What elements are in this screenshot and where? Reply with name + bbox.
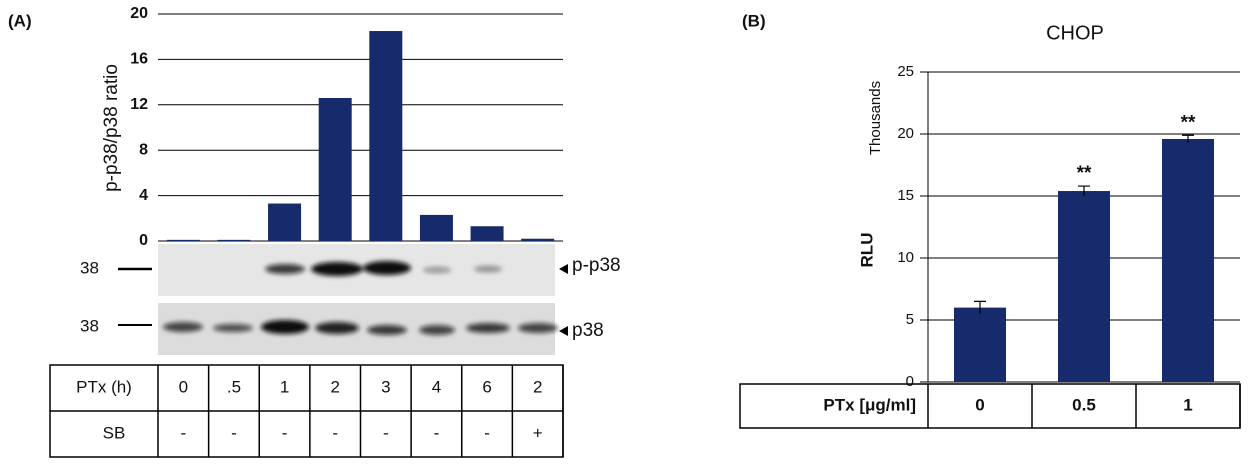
x-tick-label: 1 [1183,395,1192,414]
cell: - [383,423,389,442]
bar [268,204,301,241]
row-header: PTx (h) [76,377,132,396]
cell: - [231,423,237,442]
significance-label: ** [1181,112,1196,133]
cell: - [484,423,490,442]
x-tick-label: 2 [330,377,339,396]
table-border [740,384,1240,428]
bar [1162,139,1214,382]
y-tick-label: 4 [139,187,148,204]
y-axis-label: RLU [857,233,876,268]
y-tick-label: 25 [897,63,914,80]
significance-label: ** [1077,163,1092,184]
y-tick-label: 0 [139,232,148,249]
bar [1058,191,1110,382]
x-tick-label: 2 [533,377,542,396]
y-tick-label: 10 [897,249,914,266]
panel-label: (A) [8,11,32,30]
figure: 38 38 p-p38 p38 (A) (B) CHOP p-p38/p38 r… [0,0,1258,459]
cell: - [282,423,288,442]
blot-label: p-p38 [572,255,621,276]
row-header: SB [103,423,126,442]
panel-label: (B) [742,11,766,30]
y-axis-label: p-p38/p38 ratio [101,64,122,192]
blot-label: p38 [572,320,604,341]
x-tick-label: .5 [227,377,241,396]
x-tick-label: 1 [280,377,289,396]
y-tick-label: 20 [897,125,914,142]
arrowhead [559,264,568,274]
y-tick-label: 16 [130,51,148,68]
chart-title: CHOP [1046,22,1104,44]
row-header: PTx [μg/ml] [823,395,916,414]
x-tick-label: 0 [179,377,188,396]
x-tick-label: 0.5 [1072,395,1096,414]
y-tick-label: 8 [139,141,148,158]
bar [954,308,1006,382]
y-tick-label: 0 [906,373,914,390]
y-tick-label: 20 [130,5,148,22]
cell: - [434,423,440,442]
cell: - [180,423,186,442]
unit-label: Thousands [867,81,884,155]
blot-marker: 38 [80,316,99,335]
bar [471,226,504,241]
bar [521,239,554,241]
cell: - [332,423,338,442]
x-tick-label: 0 [975,395,984,414]
bar [167,240,200,241]
blot-marker: 38 [80,258,99,277]
y-tick-label: 5 [906,311,914,328]
arrowhead [559,326,568,336]
x-tick-label: 4 [432,377,441,396]
bar [420,215,453,241]
cell: + [533,423,543,442]
y-tick-label: 12 [130,96,148,113]
x-tick-label: 3 [381,377,390,396]
bar [369,31,402,241]
bar [217,240,250,241]
y-tick-label: 15 [897,187,914,204]
bar [319,98,352,241]
x-tick-label: 6 [482,377,491,396]
